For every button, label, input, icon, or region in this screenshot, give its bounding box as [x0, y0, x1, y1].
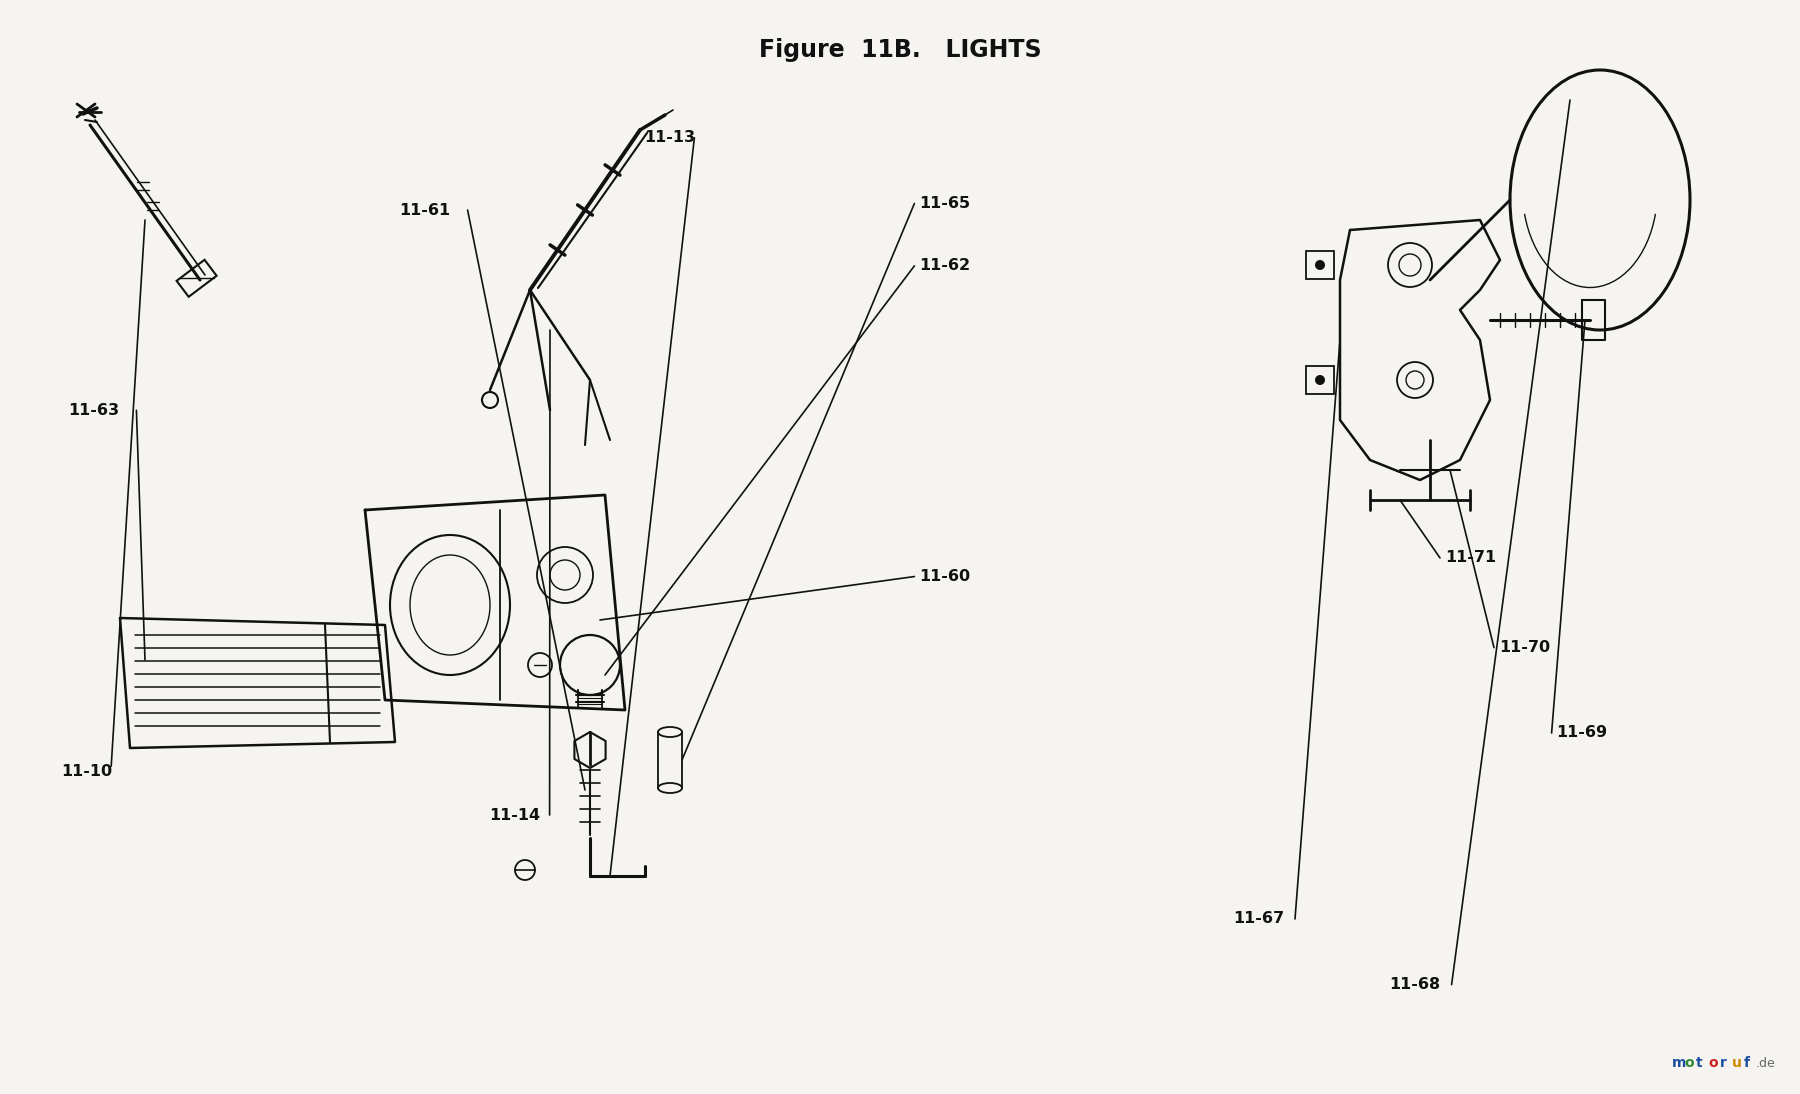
Text: 11-13: 11-13: [644, 130, 695, 146]
Text: m: m: [1672, 1056, 1687, 1070]
Text: f: f: [1744, 1056, 1750, 1070]
Text: 11-63: 11-63: [68, 403, 119, 418]
Text: 11-67: 11-67: [1233, 911, 1283, 927]
Text: 11-61: 11-61: [400, 202, 450, 218]
Circle shape: [1316, 375, 1325, 385]
Circle shape: [1316, 260, 1325, 270]
Text: o: o: [1685, 1056, 1694, 1070]
Bar: [1307, 366, 1334, 394]
Bar: [1307, 251, 1334, 279]
Text: .de: .de: [1757, 1057, 1777, 1070]
Text: 11-65: 11-65: [920, 196, 970, 211]
Text: 11-14: 11-14: [490, 807, 540, 823]
Text: 11-60: 11-60: [920, 569, 970, 584]
Text: 11-10: 11-10: [61, 764, 112, 779]
Text: 11-68: 11-68: [1390, 977, 1440, 992]
Text: 11-62: 11-62: [920, 258, 970, 274]
Text: o: o: [1708, 1056, 1717, 1070]
Text: t: t: [1696, 1056, 1703, 1070]
Text: 11-71: 11-71: [1445, 550, 1496, 566]
Bar: [176, 259, 216, 296]
Text: u: u: [1732, 1056, 1742, 1070]
Text: r: r: [1721, 1056, 1726, 1070]
Text: 11-69: 11-69: [1557, 725, 1607, 741]
Text: 11-70: 11-70: [1499, 640, 1550, 655]
Text: Figure  11B.   LIGHTS: Figure 11B. LIGHTS: [758, 38, 1042, 62]
